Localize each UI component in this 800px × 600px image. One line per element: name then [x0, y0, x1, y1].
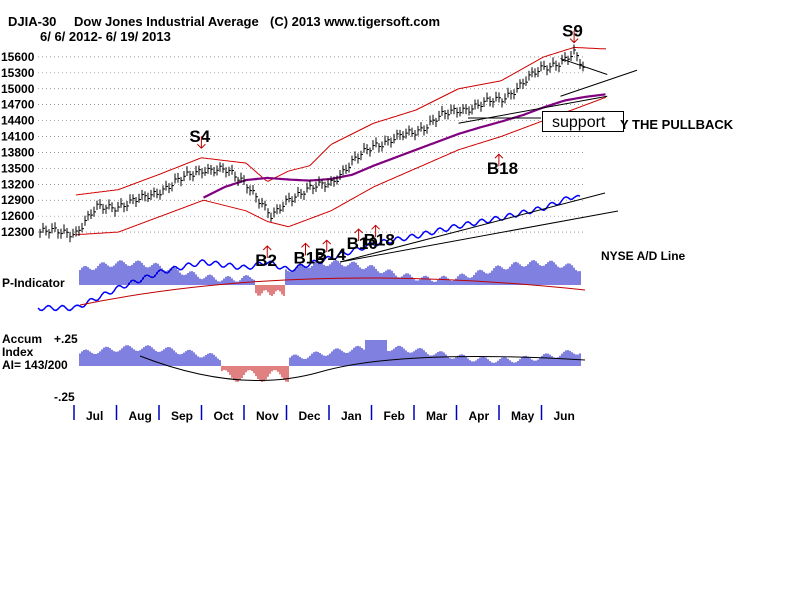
- upper-band-line: [75, 46, 607, 196]
- signal-b2-3: B2: [255, 251, 277, 270]
- ad-line-label: NYSE A/D Line: [601, 249, 686, 263]
- accum-label: Accum: [2, 332, 42, 346]
- price-gridlines: [38, 56, 585, 233]
- y-tick-15600: 15600: [1, 50, 35, 64]
- support-line-2: [560, 69, 638, 97]
- signal-arrow-2: [494, 153, 504, 167]
- signal-arrow-7: [371, 224, 380, 238]
- month-label-Mar: Mar: [426, 409, 448, 423]
- chart-copyright: (C) 2013 www.tigersoft.com: [270, 14, 440, 29]
- signal-b18-2: B18: [487, 159, 518, 178]
- chart-symbol: DJIA-30: [8, 14, 56, 29]
- signal-arrow-1: [197, 136, 206, 149]
- month-label-Dec: Dec: [299, 409, 321, 423]
- signal-b10-6: B10: [347, 234, 378, 253]
- bollinger-bands: [75, 46, 607, 236]
- month-label-Jan: Jan: [341, 409, 362, 423]
- month-label-Nov: Nov: [256, 409, 279, 423]
- support-lines: [458, 58, 638, 124]
- p-indicator-label: P-Indicator: [2, 276, 65, 290]
- signal-b13-4: B13: [294, 248, 325, 267]
- signal-arrow-5: [322, 239, 332, 253]
- accum-top-tick: +.25: [54, 332, 78, 346]
- support-line-0: [458, 95, 608, 124]
- ai-value-label: AI= 143/200: [2, 358, 68, 372]
- month-axis: Jul Aug Sep Oct Nov Dec Jan Feb Mar Apr May Jun: [73, 405, 575, 423]
- y-tick-12600: 12600: [1, 209, 35, 223]
- month-label-Aug: Aug: [129, 409, 152, 423]
- signal-b14-5: B14: [315, 245, 347, 264]
- month-label-May: May: [511, 409, 535, 423]
- support-line-1: [560, 58, 608, 75]
- y-tick-14100: 14100: [1, 130, 35, 144]
- y-tick-14700: 14700: [1, 98, 35, 112]
- signal-b18-7: B18: [364, 230, 395, 249]
- lower-band-line: [75, 96, 607, 236]
- accum-bottom-tick: -.25: [54, 390, 75, 404]
- month-label-Jul: Jul: [86, 409, 103, 423]
- month-label-Apr: Apr: [469, 409, 490, 423]
- moving-average-line: [203, 93, 606, 199]
- index-label: Index: [2, 345, 34, 359]
- y-tick-12300: 12300: [1, 225, 35, 239]
- chart-date-range: 6/ 6/ 2012- 6/ 19/ 2013: [40, 29, 171, 44]
- y-tick-14400: 14400: [1, 114, 35, 128]
- y-tick-13500: 13500: [1, 161, 35, 175]
- support-annotation: support: [542, 111, 624, 132]
- signal-arrow-0: [569, 30, 579, 44]
- month-label-Feb: Feb: [384, 409, 405, 423]
- signal-arrow-6: [354, 228, 363, 242]
- ad-lower-trendline: [339, 210, 619, 263]
- signal-arrow-3: [262, 245, 272, 258]
- pullback-annotation: Y THE PULLBACK: [620, 117, 734, 132]
- y-tick-15300: 15300: [1, 66, 35, 80]
- chart-name: Dow Jones Industrial Average: [74, 14, 259, 29]
- y-tick-15000: 15000: [1, 82, 35, 96]
- y-tick-12900: 12900: [1, 193, 35, 207]
- signal-arrow-4: [301, 242, 310, 256]
- accum-index-histogram: [79, 340, 586, 382]
- month-label-Sep: Sep: [171, 409, 193, 423]
- accum-ma: [139, 355, 586, 382]
- month-label-Oct: Oct: [214, 409, 234, 423]
- moving-average: [203, 93, 606, 199]
- month-label-Jun: Jun: [554, 409, 575, 423]
- p-indicator-histogram: [79, 260, 586, 306]
- signal-s4-1: S4: [189, 127, 210, 146]
- signal-s9-0: S9: [562, 22, 583, 41]
- ad-upper-trendline: [339, 192, 606, 263]
- y-tick-13200: 13200: [1, 177, 35, 191]
- y-tick-13800: 13800: [1, 145, 35, 159]
- price-bars: [39, 44, 585, 243]
- p-indicator-ma: [79, 277, 586, 306]
